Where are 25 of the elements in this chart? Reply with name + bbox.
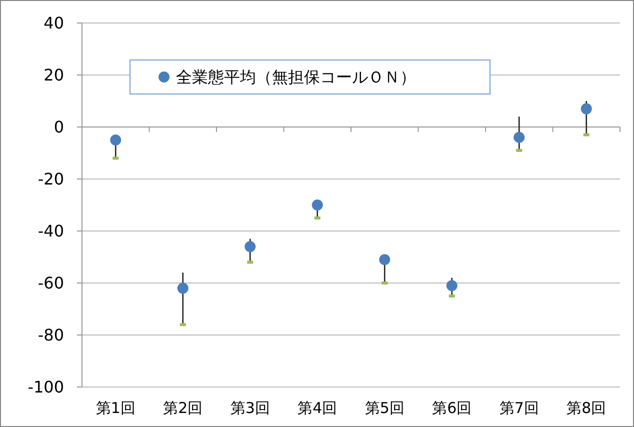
y-tick-label: -60 [38, 274, 64, 293]
point [244, 241, 256, 252]
y-tick-label: -40 [38, 222, 64, 241]
x-tick-label: 第5回 [364, 399, 404, 417]
x-tick-label: 第7回 [499, 399, 539, 417]
point [312, 200, 323, 210]
y-tick-label: 20 [44, 66, 64, 85]
point [580, 103, 592, 114]
y-tick-label: 0 [54, 118, 64, 137]
point [446, 280, 458, 292]
point [110, 134, 122, 146]
x-tick-label: 第4回 [298, 399, 338, 417]
x-tick-label: 第6回 [432, 399, 472, 417]
y-tick-label: -100 [28, 378, 64, 397]
y-tick-label: 40 [44, 14, 64, 33]
y-tick-label: -80 [38, 326, 64, 345]
point [514, 132, 525, 143]
point [177, 282, 188, 294]
y-tick-label: -20 [38, 170, 64, 189]
x-tick-label: 第8回 [566, 399, 606, 417]
x-tick-label: 第2回 [163, 399, 203, 417]
legend-label: 全業態平均（無担保コールＯＮ） [176, 68, 416, 87]
x-tick-label: 第3回 [230, 399, 270, 417]
point [379, 254, 390, 266]
x-tick-label: 第1回 [96, 399, 136, 417]
